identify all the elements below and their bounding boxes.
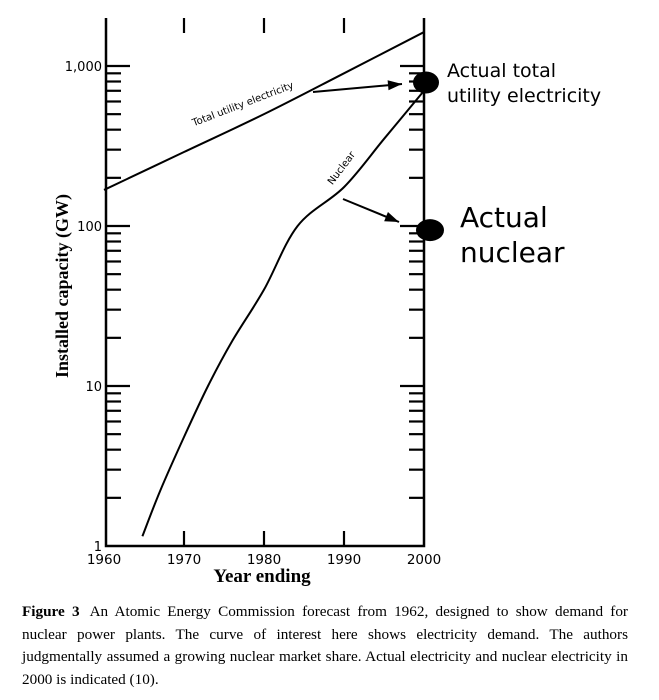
annotation-actual-nuclear: Actual: [460, 201, 548, 234]
figure-caption: Figure 3 An Atomic Energy Commission fore…: [22, 601, 628, 691]
annotation-actual-total: Actual total: [447, 60, 556, 82]
arrow-total: [312, 83, 403, 93]
y-tick-label: 10: [85, 380, 102, 395]
series-line-nuclear: [141, 90, 425, 537]
point-actual-total: [413, 71, 439, 94]
y-axis-label: Installed capacity (GW): [52, 194, 73, 378]
chart: 1 10 100 1,000 1960 1970 1980 1990 2000 Total ut…: [52, 18, 601, 587]
annotation-actual-nuclear: nuclear: [460, 236, 565, 269]
caption-label: Figure 3: [22, 603, 80, 620]
x-tick-label: 1970: [167, 552, 201, 568]
axes: 1 10 100 1,000 1960 1970 1980 1990 2000: [65, 18, 441, 568]
y-tick-label: 1,000: [65, 60, 102, 75]
point-actual-nuclear: [416, 219, 444, 242]
x-axis-label: Year ending: [213, 566, 311, 587]
x-tick-label: 1960: [87, 552, 121, 568]
x-tick-label: 1980: [247, 552, 281, 568]
series-label-nuclear: Nuclear: [326, 149, 358, 187]
series-label-total-utility: Total utility electricity: [190, 80, 295, 129]
y-tick-label: 100: [77, 220, 102, 235]
annotation-actual-total: utility electricity: [447, 85, 601, 107]
x-tick-label: 2000: [407, 552, 441, 568]
marks-layer: Actual total utility electricity Actualnuc…: [312, 60, 601, 269]
y-tick-label: 1: [94, 540, 102, 555]
series-line-total-utility: [103, 31, 425, 191]
x-tick-label: 1990: [327, 552, 361, 568]
series-layer: Total utility electricity Nuclear: [103, 31, 425, 537]
caption-text: An Atomic Energy Commission forecast fro…: [22, 603, 628, 688]
arrow-total-head: [387, 80, 402, 91]
arrow-nuclear-head: [384, 212, 399, 222]
